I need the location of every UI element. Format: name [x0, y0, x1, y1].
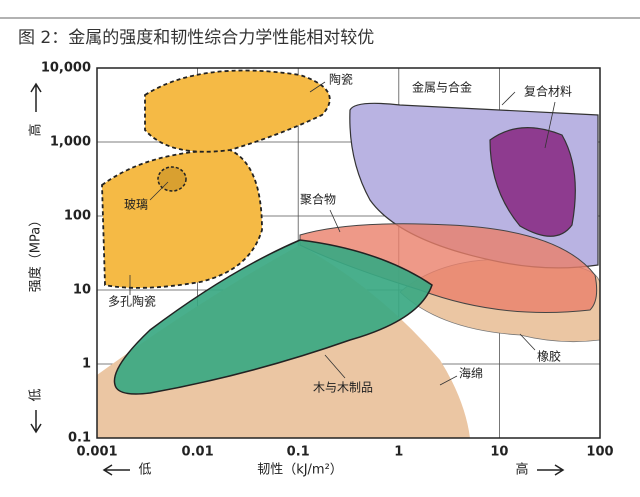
- wood-region: [113, 239, 433, 395]
- region-label: 多孔陶瓷: [108, 294, 156, 309]
- regions: [97, 69, 601, 438]
- y-tick-label: 1,000: [50, 135, 91, 150]
- y-up-arrow: [30, 82, 42, 112]
- y-tick-label: 0.1: [68, 431, 91, 446]
- x-tick-label: 0.1: [287, 445, 310, 460]
- chart-title: 图 2：金属的强度和韧性综合力学性能相对较优: [18, 28, 374, 48]
- region-label: 复合材料: [524, 84, 572, 99]
- x-tick-label: 10: [490, 445, 508, 460]
- y-tick-label: 10,000: [41, 61, 91, 76]
- region-label: 聚合物: [300, 192, 336, 207]
- region-label: 海绵: [459, 366, 483, 381]
- x-tick-label: 1: [394, 445, 403, 460]
- composites-region: [489, 126, 576, 237]
- x-tick-label: 0.001: [76, 445, 117, 460]
- region-label: 木与木制品: [313, 381, 373, 395]
- y-high-label: 高: [28, 123, 44, 136]
- region-label: 金属与合金: [412, 80, 472, 95]
- ceramics-region: [144, 69, 331, 153]
- y-tick-label: 10: [73, 283, 91, 298]
- x-tick-label: 100: [586, 445, 613, 460]
- y-axis-label: 强度（MPa）: [28, 214, 44, 292]
- region-label: 橡胶: [537, 349, 561, 364]
- y-low-label: 低: [29, 388, 44, 401]
- y-tick-label: 1: [82, 357, 91, 372]
- x-high-label: 高: [515, 462, 528, 478]
- x-tick-label: 0.01: [182, 445, 214, 460]
- region-label: 玻璃: [124, 198, 148, 212]
- x-left-arrow: [102, 464, 130, 476]
- x-low-label: 低: [138, 463, 151, 478]
- region-label: 陶瓷: [329, 72, 353, 87]
- porous-ceramics-region: [101, 149, 263, 289]
- x-axis-label: 韧性（kJ/m²）: [257, 463, 343, 478]
- x-right-arrow: [537, 464, 565, 476]
- plot-frame: [96, 67, 601, 439]
- y-tick-label: 100: [64, 209, 91, 224]
- leader-lines: [129, 81, 556, 386]
- y-down-arrow: [30, 410, 42, 434]
